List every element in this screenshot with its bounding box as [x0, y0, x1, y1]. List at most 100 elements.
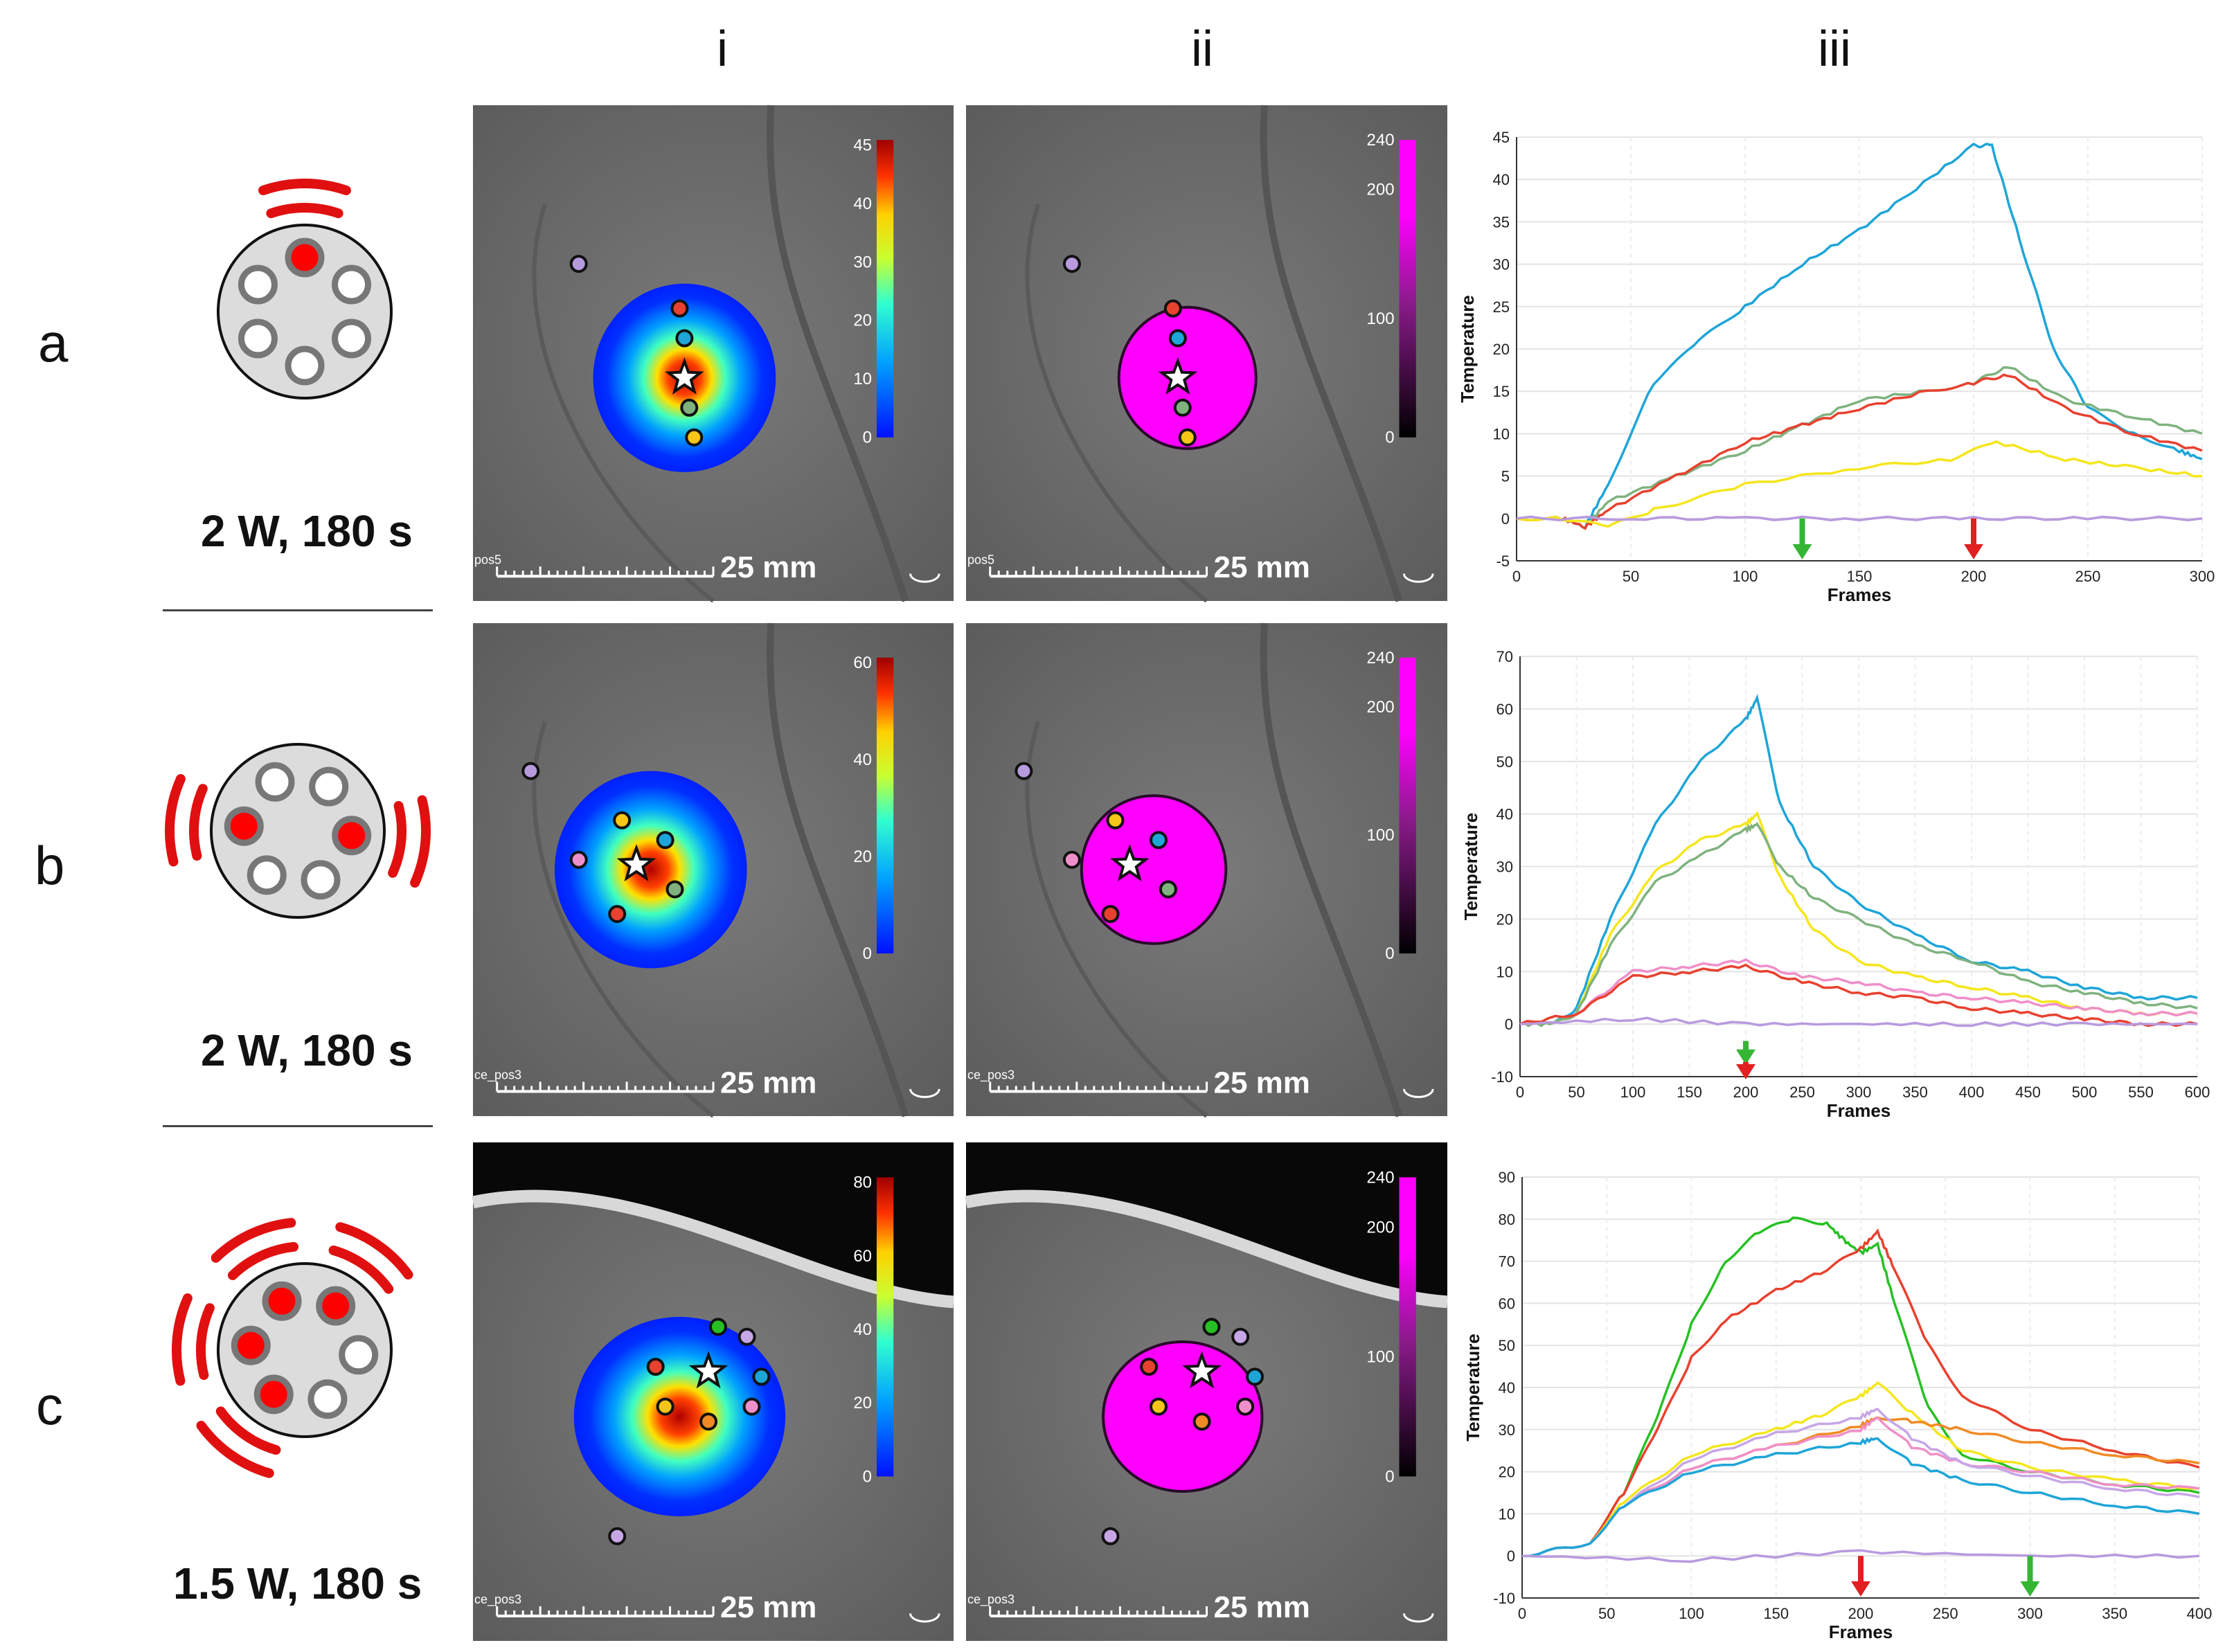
probe-marker	[608, 905, 627, 924]
x-tick-label: 200	[1961, 568, 1987, 585]
thermal-colorbar	[876, 657, 894, 954]
column-header-i: i	[717, 21, 728, 77]
y-tick-label: 70	[1496, 648, 1513, 665]
probe-marker	[1202, 1318, 1221, 1336]
tissue-line	[767, 622, 909, 1117]
probe-marker	[1159, 880, 1177, 899]
probe-marker	[1062, 255, 1081, 273]
series-line-purple	[1516, 515, 2203, 521]
air-region	[966, 1142, 1447, 1302]
y-tick-label: 50	[1499, 1337, 1515, 1354]
y-tick-label: 45	[1493, 129, 1510, 146]
colorbar-tick-label: 100	[1367, 1348, 1395, 1367]
probe-marker	[1246, 1367, 1264, 1386]
colorbar-tick-label: 240	[1367, 649, 1395, 667]
arrow-icon	[1736, 1049, 1755, 1065]
scale-bar-label: 25 mm	[720, 550, 816, 584]
dose-colorbar	[1399, 1177, 1416, 1477]
probe-marker	[1101, 1527, 1120, 1545]
x-axis-label: Frames	[1829, 1622, 1893, 1642]
colorbar-tick-label: 30	[853, 253, 872, 271]
y-tick-label: 60	[1496, 701, 1513, 718]
tissue-line	[532, 721, 715, 1118]
mri-panel: 240 200 100 0 25 mm pos5	[966, 105, 1447, 603]
y-tick-label: 70	[1499, 1253, 1515, 1271]
colorbar-tick-label: 10	[853, 370, 872, 388]
air-region	[473, 1142, 954, 1302]
slice-tag: ce_pos3	[474, 1068, 521, 1083]
probe-marker	[1150, 1397, 1168, 1416]
probe-marker	[1106, 811, 1125, 829]
x-tick-label: 350	[1902, 1084, 1928, 1101]
x-tick-label: 0	[1512, 568, 1521, 585]
x-tick-label: 50	[1568, 1084, 1584, 1101]
x-tick-label: 200	[1848, 1605, 1874, 1622]
tissue-line	[1260, 622, 1403, 1117]
probe-marker	[1168, 329, 1187, 348]
series-line-yellow	[1522, 1381, 2199, 1557]
y-tick-label: 0	[1505, 1016, 1513, 1033]
probe-marker	[656, 831, 674, 850]
series-line-red	[1522, 1228, 2200, 1557]
colorbar-tick-label: 45	[853, 136, 872, 154]
probe-marker	[1150, 831, 1168, 850]
colorbar-tick-label: 20	[853, 1394, 872, 1412]
slice-tag: pos5	[967, 553, 994, 566]
y-axis-label: Temperature	[1463, 1334, 1483, 1442]
y-tick-label: 20	[1493, 341, 1510, 358]
x-tick-label: 0	[1518, 1605, 1526, 1622]
probe-marker	[742, 1397, 761, 1416]
orientation-icon	[1402, 573, 1434, 583]
scale-bar-label: 25 mm	[720, 1590, 816, 1624]
colorbar-tick-label: 0	[863, 1467, 872, 1486]
probe-marker	[665, 880, 684, 899]
y-tick-label: 35	[1493, 213, 1510, 231]
series-line-purple	[1519, 1016, 2198, 1027]
series-line-blue	[1522, 1437, 2200, 1557]
x-tick-label: 150	[1677, 1084, 1702, 1101]
x-tick-label: 300	[1846, 1084, 1872, 1101]
probe-marker	[708, 1318, 727, 1336]
x-tick-label: 300	[2017, 1605, 2043, 1622]
series-line-purple	[1521, 1549, 2200, 1563]
colorbar-tick-label: 200	[1367, 181, 1395, 199]
dose-colorbar	[1399, 140, 1416, 438]
scale-bar-label: 25 mm	[720, 1066, 816, 1099]
x-axis-label: Frames	[1827, 1100, 1891, 1121]
colorbar-tick-label: 40	[853, 751, 872, 769]
y-tick-label: 40	[1496, 806, 1513, 823]
mri-panel: 240 200 100 0 25 mm ce_pos3	[966, 622, 1447, 1118]
probe-marker	[608, 1527, 627, 1545]
slice-tag: ce_pos3	[967, 1592, 1015, 1607]
skin-boundary	[965, 1189, 1448, 1309]
y-tick-label: 25	[1493, 298, 1510, 316]
row-label-b: b	[35, 835, 65, 896]
orientation-icon	[1402, 1088, 1434, 1098]
colorbar-tick-label: 200	[1367, 1218, 1395, 1237]
thermal-map	[573, 1317, 786, 1516]
probe-marker	[675, 329, 694, 348]
scale-bar-label: 25 mm	[1214, 550, 1310, 584]
mri-panel: 80 60 40 20 0 25 mm ce_pos3	[472, 1142, 954, 1641]
probe-marker	[1140, 1358, 1159, 1376]
row-label-a: a	[38, 312, 69, 373]
colorbar-tick-label: 240	[1367, 1168, 1395, 1187]
probe-marker	[680, 398, 699, 417]
x-tick-label: 150	[1847, 568, 1873, 585]
y-tick-label: 80	[1499, 1211, 1515, 1228]
probe-marker	[738, 1327, 756, 1346]
x-tick-label: 450	[2015, 1084, 2041, 1101]
y-tick-label: 10	[1493, 425, 1510, 442]
series-line-green	[1522, 1216, 2200, 1557]
probe-marker	[1173, 398, 1192, 417]
y-tick-label: 50	[1496, 753, 1513, 771]
x-tick-label: 50	[1623, 568, 1639, 585]
y-tick-label: 15	[1493, 383, 1510, 400]
series-line-blue	[1519, 694, 2198, 1027]
y-tick-label: 10	[1499, 1505, 1515, 1523]
orientation-icon	[1402, 1613, 1434, 1623]
y-axis-label: Temperature	[1460, 813, 1481, 921]
probe-marker	[569, 850, 588, 869]
probe-marker	[521, 762, 540, 780]
